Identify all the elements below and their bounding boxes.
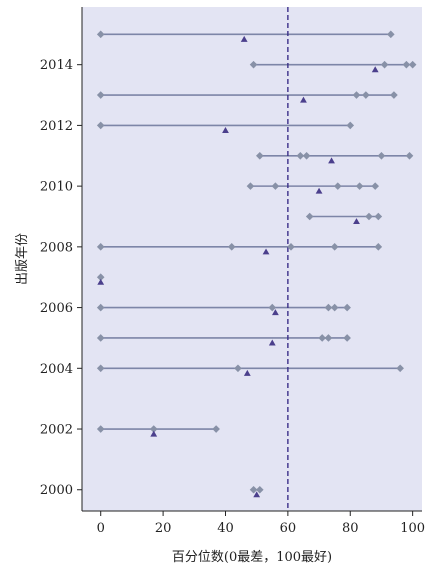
- x-axis-label: 百分位数(0最差，100最好): [172, 550, 332, 565]
- x-tick-label: 20: [155, 521, 172, 536]
- diamond-marker-2007-0: [96, 273, 105, 282]
- diamond-marker-2008-2: [287, 243, 295, 251]
- x-tick-label: 80: [342, 521, 359, 536]
- diamond-marker-2015-1: [387, 30, 395, 39]
- y-tick-label: 2014: [40, 58, 73, 73]
- diamond-marker-2005-0: [96, 334, 105, 342]
- diamond-marker-2008-0: [96, 243, 105, 251]
- triangle-marker-2014-0: [371, 66, 379, 73]
- triangle-marker-2012-0: [222, 127, 229, 133]
- diamond-marker-2014-2: [402, 60, 411, 69]
- triangle-marker-2011-0: [328, 157, 335, 164]
- diamond-marker-2015-0: [96, 30, 105, 39]
- diamond-marker-2010-1: [271, 182, 280, 190]
- y-tick-label: 2002: [40, 423, 73, 438]
- diamond-marker-2009-2: [374, 212, 383, 221]
- diamond-marker-2011-3: [377, 151, 386, 160]
- diamond-marker-2010-0: [246, 182, 255, 190]
- diamond-marker-2005-3: [343, 334, 351, 342]
- diamond-marker-2006-3: [330, 303, 339, 312]
- triangle-marker-2000-0: [253, 491, 261, 498]
- diamond-marker-2006-1: [268, 303, 277, 312]
- diamond-marker-2006-2: [324, 303, 333, 312]
- diamond-marker-2004-2: [396, 364, 404, 373]
- diamond-marker-2004-1: [234, 364, 242, 373]
- diamond-marker-2008-3: [330, 243, 339, 251]
- triangle-marker-2005-0: [268, 339, 276, 346]
- diamond-marker-2000-0: [249, 485, 258, 494]
- diamond-marker-2009-1: [365, 212, 373, 221]
- triangle-marker-2015-0: [240, 35, 248, 42]
- diamond-marker-2013-1: [352, 91, 361, 99]
- diamond-marker-2014-0: [249, 60, 258, 69]
- x-ticks-group: 0 20 40 60 80 100: [97, 511, 425, 536]
- y-tick-label: 2006: [40, 301, 73, 316]
- x-tick-label: 100: [400, 521, 425, 536]
- x-tick-label: 60: [280, 521, 297, 536]
- diamond-marker-2002-1: [149, 425, 158, 433]
- diamond-marker-2006-4: [343, 303, 351, 312]
- diamond-marker-2012-0: [96, 121, 105, 130]
- diamond-marker-2005-2: [324, 334, 333, 342]
- x-tick-label: 0: [97, 521, 105, 536]
- y-tick-label: 2012: [40, 119, 73, 134]
- diamond-marker-2004-0: [96, 364, 105, 373]
- triangle-marker-2002-0: [150, 430, 158, 437]
- diamond-marker-2010-2: [333, 182, 342, 190]
- diamond-marker-2010-4: [371, 182, 380, 190]
- diamond-marker-2002-0: [96, 425, 105, 433]
- triangle-marker-2006-0: [271, 309, 279, 316]
- y-ticks-group: 2000 2002 2004 2006 2008 2010 2012 2014: [40, 58, 82, 498]
- diamond-marker-2008-1: [227, 243, 236, 251]
- diamond-marker-2013-2: [362, 91, 370, 99]
- y-axis-label: 出版年份: [15, 233, 30, 285]
- triangle-marker-2007-0: [97, 278, 105, 285]
- diamond-marker-2012-1: [346, 121, 355, 130]
- diamond-marker-2014-3: [408, 60, 417, 69]
- diamond-marker-2011-4: [405, 151, 414, 160]
- diamond-marker-2011-1: [296, 151, 305, 160]
- y-tick-label: 2004: [40, 362, 73, 377]
- diamond-marker-2008-4: [374, 243, 383, 251]
- y-tick-label: 2000: [40, 483, 73, 498]
- diamond-marker-2011-0: [255, 151, 264, 160]
- y-tick-label: 2008: [40, 240, 73, 255]
- triangle-marker-2013-0: [300, 96, 307, 103]
- diamond-marker-2000-1: [255, 485, 264, 494]
- diamond-marker-2011-2: [302, 151, 311, 160]
- diamond-marker-2009-0: [305, 212, 314, 221]
- axes-group: [81, 7, 422, 512]
- y-tick-label: 2010: [40, 180, 73, 195]
- diamond-marker-2010-3: [355, 182, 364, 190]
- triangle-marker-2010-0: [315, 187, 323, 194]
- diamond-marker-2013-3: [390, 91, 398, 99]
- x-tick-label: 40: [217, 521, 234, 536]
- triangle-marker-2008-0: [262, 248, 270, 255]
- diamond-markers-group: [96, 30, 417, 494]
- triangle-marker-2009-0: [353, 218, 360, 225]
- diamond-marker-2006-0: [96, 303, 105, 312]
- diamond-marker-2005-1: [318, 334, 326, 342]
- diamond-marker-2002-2: [212, 425, 220, 433]
- diamond-marker-2013-0: [96, 91, 105, 99]
- plot-background: [82, 7, 422, 511]
- diamond-marker-2014-1: [380, 60, 389, 69]
- triangle-marker-2004-0: [243, 369, 251, 376]
- triangle-markers-group: [97, 35, 379, 498]
